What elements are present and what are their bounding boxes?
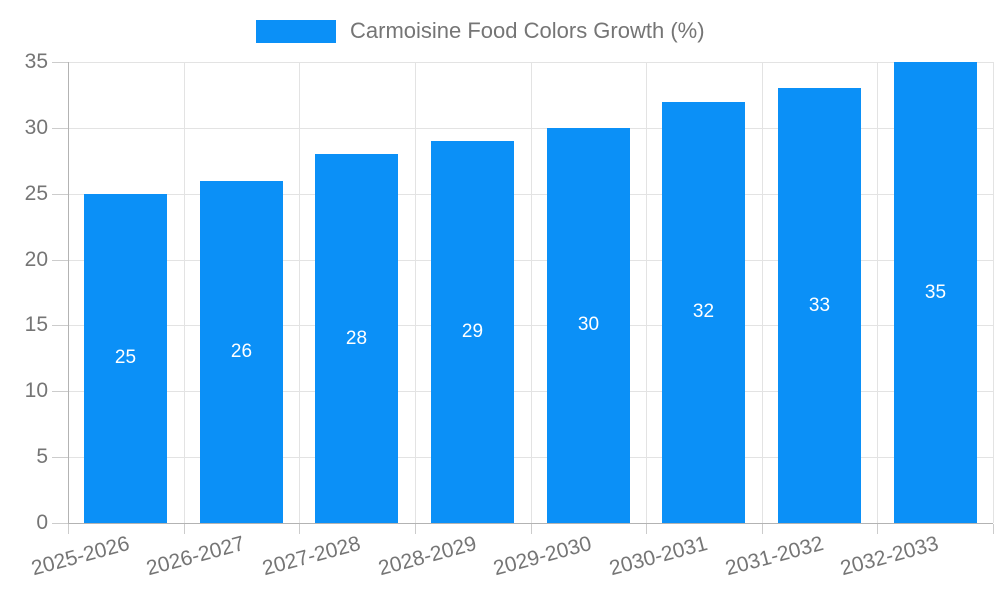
bar-value-label: 35 [924, 282, 947, 303]
legend-series-label: Carmoisine Food Colors Growth (%) [350, 18, 705, 43]
x-axis-tick [184, 524, 185, 534]
x-axis-tick [299, 524, 300, 534]
y-axis-label: 30 [24, 116, 48, 139]
v-gridline [646, 62, 647, 523]
y-axis-tick [52, 523, 68, 524]
bar-value-label: 30 [577, 314, 600, 335]
h-gridline [68, 128, 993, 129]
x-axis-tick [993, 524, 994, 534]
x-axis-tick [531, 524, 532, 534]
h-gridline [68, 391, 993, 392]
y-axis-label: 20 [24, 248, 48, 271]
y-axis-tick [52, 325, 68, 326]
y-axis-label: 5 [36, 445, 48, 468]
h-gridline [68, 194, 993, 195]
h-gridline [68, 325, 993, 326]
x-axis-line [68, 523, 993, 524]
y-axis-label: 15 [24, 313, 48, 336]
y-axis-tick [52, 391, 68, 392]
bar-2025-2026 [84, 194, 167, 523]
v-gridline [531, 62, 532, 523]
y-axis-tick [52, 194, 68, 195]
x-axis-tick [646, 524, 647, 534]
bar-2032-2033 [894, 62, 977, 523]
bar-2031-2032 [778, 88, 861, 523]
bar-value-label: 32 [692, 301, 715, 322]
bar-2030-2031 [662, 102, 745, 523]
legend-swatch-icon [256, 20, 336, 43]
v-gridline [762, 62, 763, 523]
x-axis-tick [415, 524, 416, 534]
y-axis-line [68, 62, 69, 523]
y-axis-tick [52, 62, 68, 63]
bar-2027-2028 [315, 154, 398, 523]
v-gridline [415, 62, 416, 523]
h-gridline [68, 62, 993, 63]
bar-2029-2030 [547, 128, 630, 523]
bar-2026-2027 [200, 181, 283, 523]
v-gridline [299, 62, 300, 523]
y-axis-tick [52, 128, 68, 129]
bar-value-label: 26 [230, 341, 253, 362]
h-gridline [68, 457, 993, 458]
bar-value-label: 28 [345, 328, 368, 349]
y-axis-label: 10 [24, 379, 48, 402]
y-axis-label: 25 [24, 182, 48, 205]
bar-2028-2029 [431, 141, 514, 523]
x-axis-tick [762, 524, 763, 534]
bar-value-label: 33 [808, 295, 831, 316]
x-axis-tick [68, 524, 69, 534]
y-axis-tick [52, 457, 68, 458]
x-axis-tick [877, 524, 878, 534]
bar-value-label: 25 [114, 347, 137, 368]
h-gridline [68, 260, 993, 261]
v-gridline [184, 62, 185, 523]
v-gridline [993, 62, 994, 523]
v-gridline [877, 62, 878, 523]
y-axis-label: 0 [36, 511, 48, 534]
y-axis-label: 35 [24, 50, 48, 73]
bar-value-label: 29 [461, 321, 484, 342]
y-axis-tick [52, 260, 68, 261]
